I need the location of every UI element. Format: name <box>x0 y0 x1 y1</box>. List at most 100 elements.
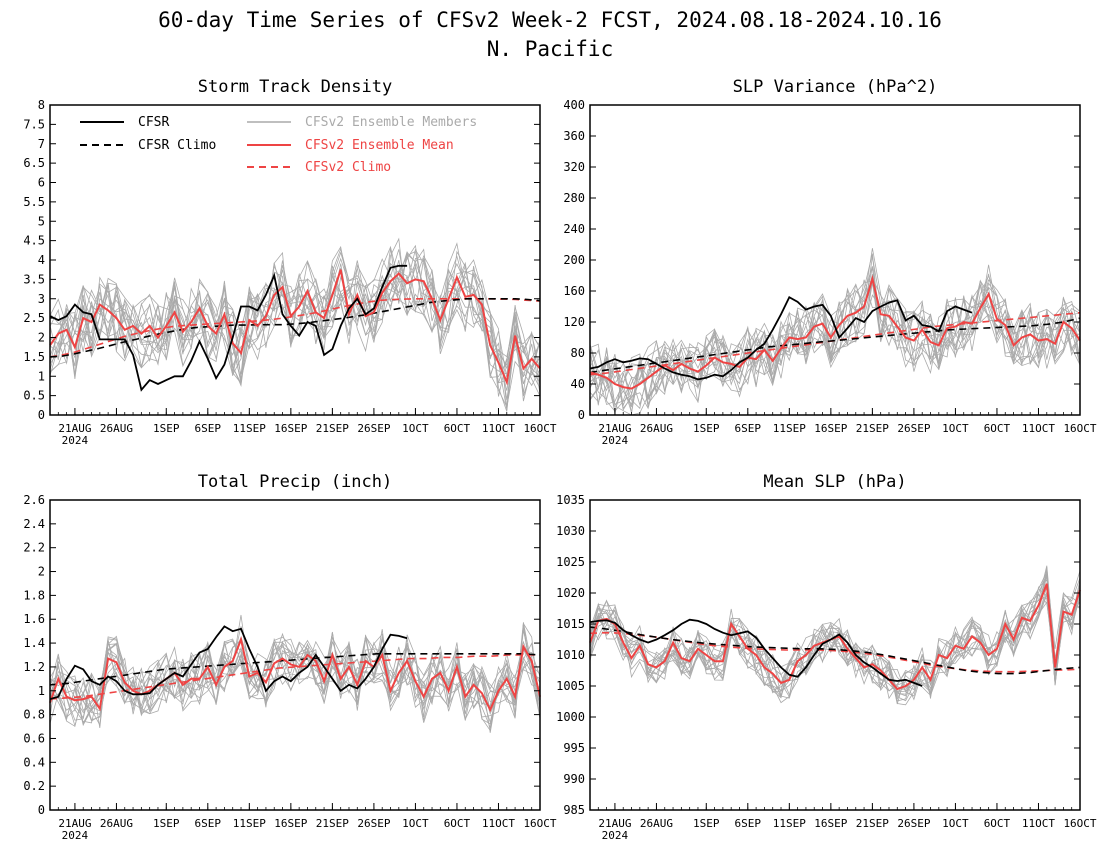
y-tick-label: 0.4 <box>23 755 45 769</box>
y-tick-label: 2 <box>38 331 45 345</box>
panel-total-precip: Total Precip (inch) 0 0.2 0.4 0.6 0.8 1 1.2 1.4 1… <box>23 472 557 842</box>
y-tick-label: 2.4 <box>23 517 45 531</box>
panel-title: Mean SLP (hPa) <box>763 472 906 492</box>
member-line <box>49 260 541 391</box>
x-tick-label: 26SEP <box>357 817 390 830</box>
y-tick-label: 2.6 <box>23 493 45 507</box>
y-tick-label: 1.8 <box>23 588 45 602</box>
figure-subtitle: N. Pacific <box>487 37 613 61</box>
y-tick-label: 320 <box>563 160 585 174</box>
y-tick-label: 7 <box>38 137 45 151</box>
cfsr-climo-line <box>589 626 1081 675</box>
y-tick-label: 200 <box>563 253 585 267</box>
x-tick-label: 16SEP <box>814 422 847 435</box>
member-line <box>589 591 1081 701</box>
ens-mean-line <box>589 274 1081 390</box>
cfsr-climo-line <box>49 652 541 686</box>
member-line <box>589 281 1081 414</box>
y-tick-label: 1000 <box>556 710 585 724</box>
y-tick-label: 8 <box>38 98 45 112</box>
y-tick-label: 2 <box>38 565 45 579</box>
x-tick-label: 11OCT <box>482 817 515 830</box>
cfsr-line <box>49 625 408 700</box>
y-tick-label: 1025 <box>556 555 585 569</box>
x-tick-label: 26SEP <box>357 422 390 435</box>
x-year-label: 2024 <box>602 829 629 842</box>
y-tick-label: 2.2 <box>23 541 45 555</box>
x-tick-label: 21AUG <box>58 817 91 830</box>
figure-title: 60-day Time Series of CFSv2 Week-2 FCST,… <box>158 8 942 32</box>
member-line <box>589 264 1081 398</box>
y-tick-label: 0.6 <box>23 731 45 745</box>
ens-mean-line <box>49 269 541 386</box>
y-tick-label: 360 <box>563 129 585 143</box>
member-line <box>589 565 1081 699</box>
member-line <box>589 572 1081 697</box>
legend-ens-mean-label: CFSv2 Ensemble Mean <box>305 138 454 153</box>
x-tick-label: 26AUG <box>640 817 673 830</box>
x-tick-label: 26AUG <box>100 422 133 435</box>
x-tick-label: 16SEP <box>814 817 847 830</box>
y-tick-label: 0 <box>578 408 585 422</box>
y-tick-label: 1030 <box>556 524 585 538</box>
x-tick-label: 21AUG <box>58 422 91 435</box>
y-tick-label: 1.4 <box>23 636 45 650</box>
y-tick-label: 1035 <box>556 493 585 507</box>
x-tick-label: 11OCT <box>1022 422 1055 435</box>
x-tick-label: 1OCT <box>942 422 969 435</box>
cfsv2-climo-line <box>589 631 1081 673</box>
panel-mean-slp: Mean SLP (hPa) 985 990 995 1000 1005 1010 1015 1… <box>556 472 1097 842</box>
y-tick-label: 1015 <box>556 617 585 631</box>
x-tick-label: 26AUG <box>640 422 673 435</box>
member-line <box>589 266 1081 407</box>
y-tick-label: 1 <box>38 684 45 698</box>
y-tick-label: 4 <box>38 253 45 267</box>
member-line <box>589 569 1081 696</box>
y-tick-label: 1010 <box>556 648 585 662</box>
x-tick-label: 26SEP <box>897 422 930 435</box>
x-tick-label: 1OCT <box>402 422 429 435</box>
x-year-label: 2024 <box>62 829 89 842</box>
x-tick-label: 16SEP <box>274 817 307 830</box>
x-tick-label: 1OCT <box>942 817 969 830</box>
panel-storm-track-density: Storm Track Density 0 0.5 1 1.5 2 2.5 3 3.5 4 4.5 5… <box>23 77 557 447</box>
member-line <box>49 247 541 384</box>
x-tick-label: 21AUG <box>598 817 631 830</box>
member-line <box>589 279 1081 412</box>
legend-cfsr-climo-label: CFSR Climo <box>138 138 216 153</box>
x-tick-label: 6SEP <box>735 817 762 830</box>
member-line <box>589 274 1081 407</box>
y-tick-label: 990 <box>563 772 585 786</box>
x-tick-label: 11OCT <box>1022 817 1055 830</box>
x-tick-label: 21AUG <box>598 422 631 435</box>
x-tick-label: 1OCT <box>402 817 429 830</box>
x-tick-label: 16OCT <box>523 422 556 435</box>
y-tick-label: 1020 <box>556 586 585 600</box>
x-tick-label: 6SEP <box>195 817 222 830</box>
y-tick-label: 80 <box>571 346 585 360</box>
x-tick-label: 21SEP <box>316 817 349 830</box>
y-tick-label: 1.6 <box>23 612 45 626</box>
legend-cfsr-label: CFSR <box>138 115 169 130</box>
panel-slp-variance: SLP Variance (hPa^2) 0 40 80 120 160 200 240 280… <box>563 77 1097 447</box>
y-tick-label: 5 <box>38 214 45 228</box>
x-tick-label: 11SEP <box>233 422 266 435</box>
x-tick-label: 26AUG <box>100 817 133 830</box>
member-line <box>589 256 1081 412</box>
y-tick-label: 4.5 <box>23 234 45 248</box>
y-tick-label: 0.5 <box>23 389 45 403</box>
y-tick-label: 985 <box>563 803 585 817</box>
member-line <box>589 279 1081 406</box>
cfsv2-climo-line <box>49 654 540 700</box>
x-tick-label: 1SEP <box>693 817 720 830</box>
y-tick-label: 1.2 <box>23 660 45 674</box>
x-tick-label: 21SEP <box>856 422 889 435</box>
y-tick-label: 120 <box>563 315 585 329</box>
y-tick-label: 3 <box>38 292 45 306</box>
cfsr-climo-line <box>49 297 541 358</box>
plot-frame <box>49 104 541 416</box>
x-tick-label: 1SEP <box>153 817 180 830</box>
y-tick-label: 160 <box>563 284 585 298</box>
y-tick-label: 1005 <box>556 679 585 693</box>
